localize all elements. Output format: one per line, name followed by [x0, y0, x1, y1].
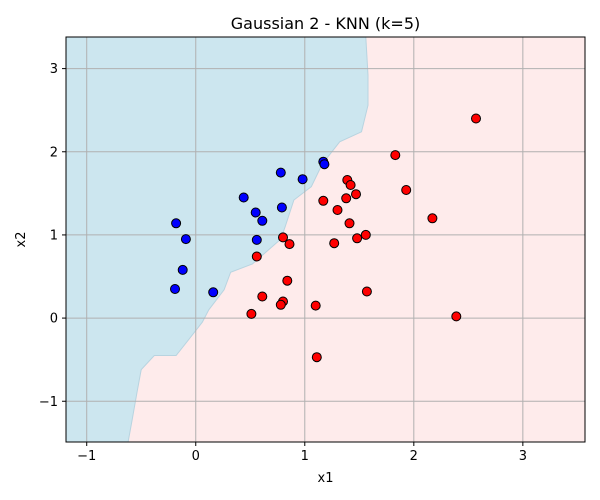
- point-class-1: [275, 299, 286, 310]
- y-tick-label: −1: [39, 395, 58, 410]
- point-class-0: [275, 167, 286, 178]
- point-class-0: [250, 207, 261, 218]
- point-class-1: [344, 218, 355, 229]
- x-axis-label: x1: [318, 471, 334, 486]
- point-class-1: [390, 150, 401, 161]
- grid: [66, 37, 585, 442]
- point-class-1: [329, 238, 340, 249]
- point-class-1: [427, 213, 438, 224]
- x-tick-label: 1: [301, 449, 309, 464]
- point-class-0: [177, 264, 188, 275]
- point-class-0: [297, 174, 308, 185]
- data-points: [170, 113, 481, 363]
- point-class-1: [332, 205, 343, 215]
- point-class-0: [170, 284, 180, 294]
- point-class-1: [251, 251, 262, 262]
- axis-ticks: −1 0 1 2 3 −1 0 1 2 3: [39, 62, 527, 464]
- chart-title: Gaussian 2 - KNN (k=5): [231, 14, 420, 33]
- y-tick-label: 0: [50, 312, 58, 327]
- point-class-1: [352, 233, 363, 244]
- point-class-0: [319, 159, 330, 170]
- point-class-1: [471, 113, 481, 124]
- point-class-1: [341, 193, 352, 204]
- plot-frame: [65, 36, 586, 443]
- point-class-1: [318, 195, 329, 206]
- point-class-1: [351, 189, 361, 200]
- point-class-1: [345, 180, 356, 190]
- point-class-1: [282, 275, 293, 286]
- y-axis-label: x2: [14, 232, 29, 248]
- y-tick-label: 3: [50, 62, 58, 77]
- point-class-0: [257, 215, 268, 226]
- point-class-1: [311, 352, 322, 363]
- point-class-0: [276, 202, 287, 213]
- point-class-1: [257, 291, 268, 302]
- point-class-0: [208, 287, 219, 298]
- x-tick-label: 3: [519, 449, 527, 464]
- point-class-1: [278, 232, 288, 243]
- point-class-1: [310, 300, 321, 311]
- point-class-1: [360, 229, 371, 240]
- point-class-0: [180, 234, 191, 245]
- point-class-1: [284, 239, 295, 250]
- decision-regions: [66, 37, 585, 442]
- point-class-1: [361, 286, 372, 297]
- y-tick-label: 2: [50, 145, 58, 160]
- x-tick-label: −1: [77, 449, 96, 464]
- point-class-0: [238, 192, 249, 203]
- x-tick-label: 0: [192, 449, 200, 464]
- point-class-0: [171, 218, 182, 229]
- point-class-1: [401, 185, 412, 195]
- point-class-0: [251, 234, 262, 245]
- x-tick-label: 2: [410, 449, 418, 464]
- region-class-0: [66, 37, 369, 442]
- point-class-1: [246, 308, 257, 319]
- y-tick-label: 1: [50, 228, 58, 243]
- point-class-1: [451, 311, 462, 322]
